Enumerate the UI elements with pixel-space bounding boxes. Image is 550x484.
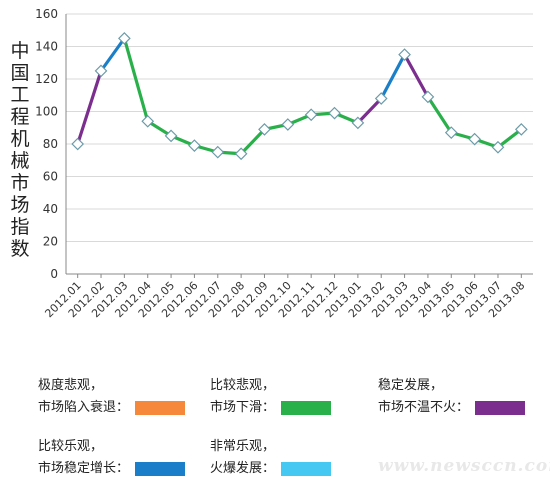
y-tick-label: 20 [43,235,58,249]
data-point [141,114,155,128]
series-segment [76,69,103,146]
y-tick-label: 60 [43,170,58,184]
legend-item-label: 火爆发展： [210,461,276,476]
legend-item-title: 比较乐观， [38,439,104,454]
legend-swatch [135,462,186,476]
data-point [421,90,435,104]
series-segment [426,95,453,135]
legend-item-label: 市场陷入衰退： [38,400,130,415]
series-segment [122,36,150,123]
data-point [491,140,505,154]
legend-item: 极度悲观， 市场陷入衰退： [38,375,186,419]
axes [65,14,533,278]
data-point [94,64,108,78]
data-point [398,48,411,61]
legend-item-title: 非常乐观， [210,439,276,454]
y-tick-label: 140 [35,40,58,54]
x-tick-labels: 2012.012012.022012.032012.042012.052012.… [42,279,527,320]
legend-item: 比较悲观， 市场下滑： [210,375,332,419]
data-point [514,123,528,136]
grid-lines [66,13,533,275]
legend-swatch [281,401,332,415]
legend-item-title: 稳定发展， [378,378,444,393]
data-point [71,137,85,151]
series-segment [99,36,126,73]
data-point [444,126,458,139]
y-tick-label: 80 [43,137,58,151]
series-segment [356,96,383,125]
data-point [258,123,271,136]
series-points [71,32,528,161]
watermark: www.newsccn.com [378,456,550,476]
data-point [304,108,318,122]
y-tick-label: 160 [35,7,58,21]
y-axis-label: 中国工程机械市场指数 [10,40,30,260]
legend-swatch [281,462,332,476]
series-segment [239,127,267,156]
legend-item-label: 市场不温不火： [378,400,470,415]
legend-swatch [135,401,186,415]
data-point [234,147,248,161]
legend-item: 比较乐观， 市场稳定增长： [38,436,186,480]
legend-item: 非常乐观， 火爆发展： [210,436,332,480]
line-chart: 0 20 40 60 80 100 120 140 160 2012.012012.022012… [35,7,533,320]
data-point [328,106,341,120]
legend-item-title: 比较悲观， [210,378,276,393]
y-tick-label: 40 [43,202,58,216]
y-tick-label: 120 [35,72,58,86]
data-point [281,118,295,131]
series-segment [402,53,430,99]
data-point [188,139,201,152]
y-tick-label: 100 [35,105,58,119]
series-line-segments [76,36,523,156]
y-tick-labels: 0 20 40 60 80 100 120 140 160 [35,7,58,281]
data-point [164,129,178,143]
legend-swatch [475,401,526,415]
data-point [118,32,131,45]
series-segment [496,127,523,149]
legend-item-label: 市场稳定增长： [38,461,130,476]
legend-item-title: 极度悲观， [38,378,104,393]
data-point [351,116,365,130]
legend-item: 稳定发展， 市场不温不火： [378,375,526,419]
legend-item-label: 市场下滑： [210,400,276,415]
data-point [211,145,225,159]
data-point [468,132,481,146]
y-tick-label: 0 [50,267,58,281]
data-point [374,92,388,105]
series-segment [379,53,407,101]
